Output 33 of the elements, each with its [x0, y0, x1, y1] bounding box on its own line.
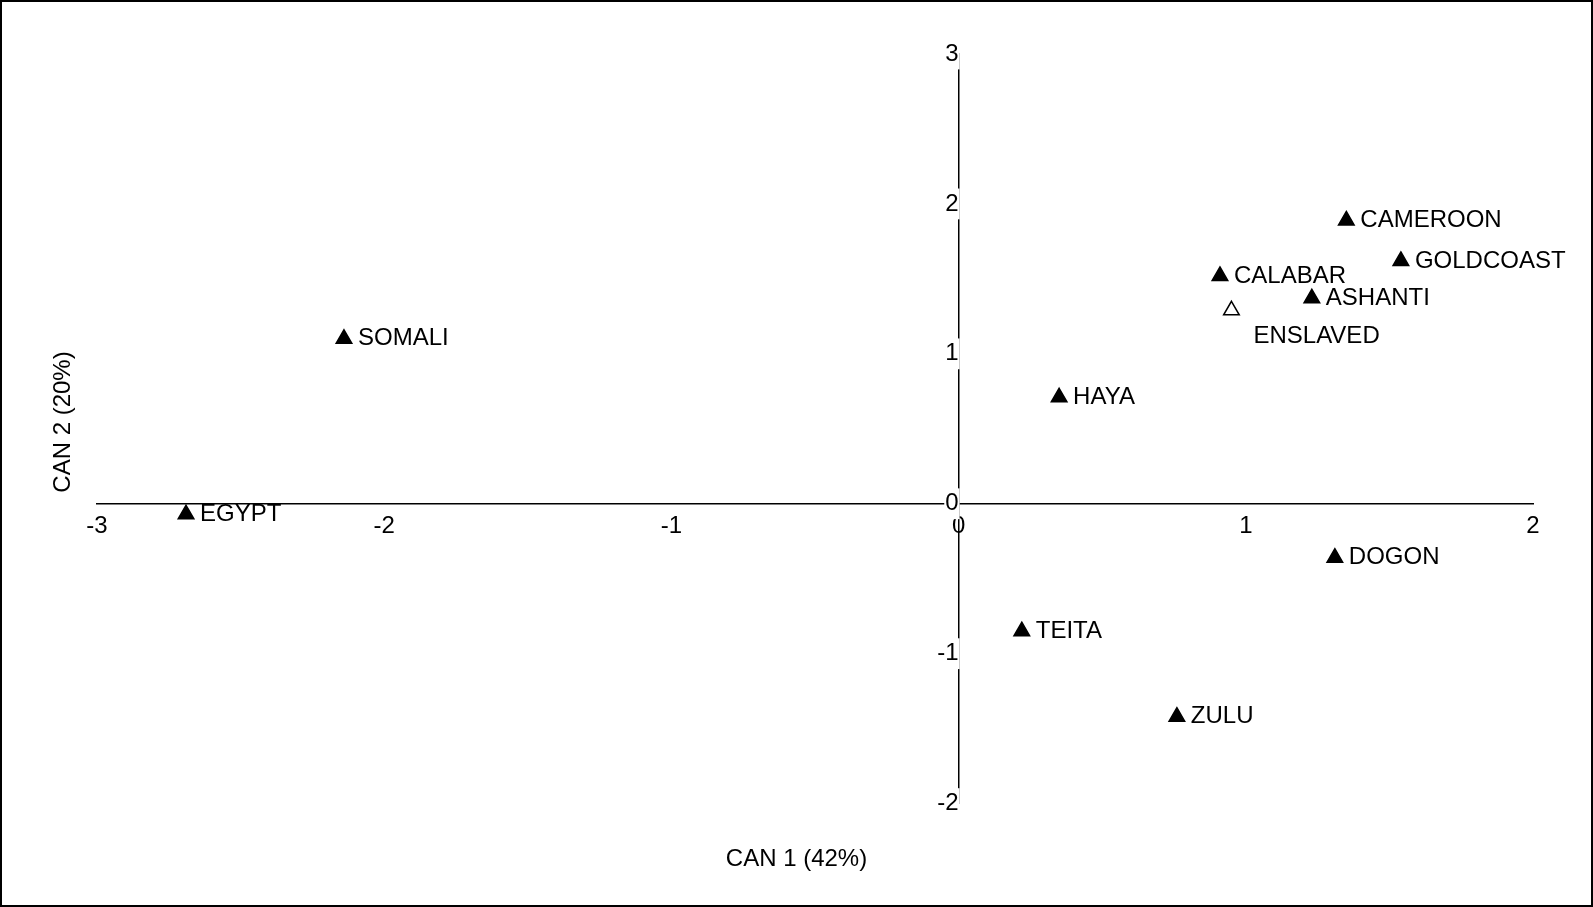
y-axis-title: CAN 2 (20%): [48, 351, 76, 493]
annotation: TEITA: [1035, 615, 1103, 643]
x-tick-label: -3: [86, 510, 108, 538]
point: [335, 329, 353, 345]
annotation: DOGON: [1348, 542, 1440, 570]
y-tick-label: -2: [937, 788, 959, 816]
y-tick-label: -1: [937, 638, 959, 666]
x-tick-label: 2: [1526, 510, 1540, 538]
annotation: SOMALI: [357, 323, 449, 351]
y-tick-label: 0: [945, 488, 959, 516]
y-tick-label: 1: [945, 338, 959, 366]
x-tick-label: 1: [1239, 510, 1253, 538]
point: [1050, 387, 1068, 403]
point: [1303, 288, 1321, 304]
point: [1326, 547, 1344, 563]
point: [1337, 210, 1355, 226]
point: [1013, 621, 1031, 637]
annotation: CAMEROON: [1360, 205, 1502, 233]
annotation: HAYA: [1073, 381, 1135, 409]
annotation: ENSLAVED: [1253, 320, 1380, 348]
annotation: ZULU: [1190, 701, 1254, 729]
point: [1222, 300, 1240, 316]
point: [1211, 266, 1229, 282]
annotation: GOLDCOAST: [1414, 245, 1566, 273]
point: [1392, 251, 1410, 267]
x-tick-label: -2: [373, 510, 395, 538]
x-tick-label: -1: [660, 510, 683, 538]
point: [1168, 706, 1186, 722]
y-tick-label: 3: [945, 38, 959, 66]
y-tick-label: 2: [945, 188, 959, 216]
point: [177, 504, 195, 520]
annotation: EGYPT: [200, 498, 282, 526]
x-axis-title: CAN 1 (42%): [724, 844, 869, 872]
